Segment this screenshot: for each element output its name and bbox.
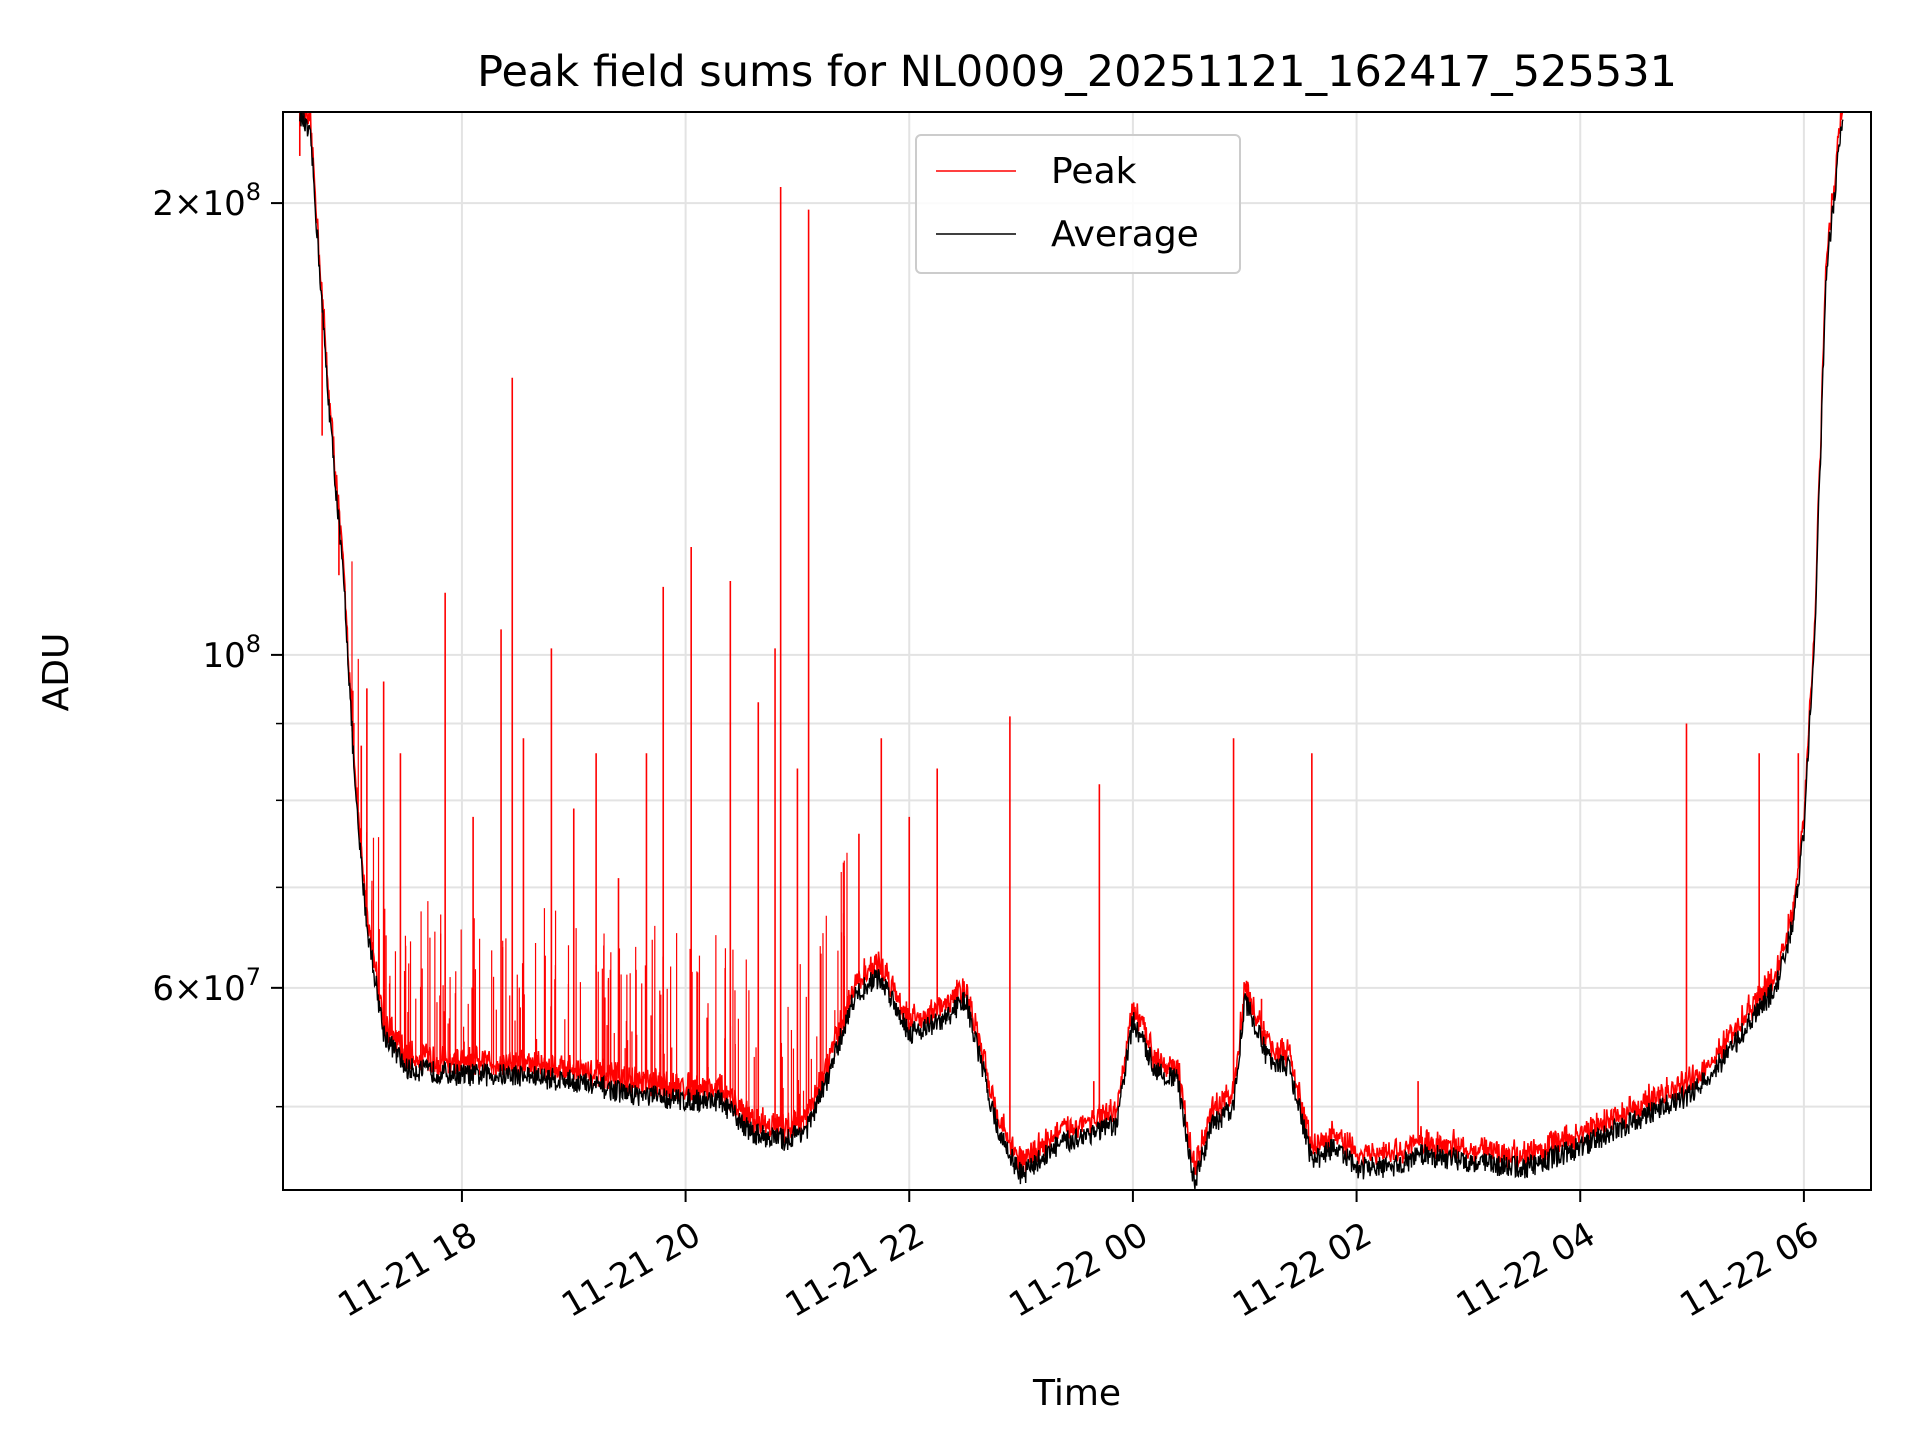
- plot-frame: [282, 111, 1872, 1191]
- y-tick-label-base: 2: [152, 184, 174, 224]
- y-tick-label-mult: ×: [174, 184, 203, 224]
- y-tick-label-exp-base: 10: [202, 969, 245, 1009]
- chart-title: Peak field sums for NL0009_20251121_1624…: [477, 47, 1677, 97]
- y-tick-label-exponent: 8: [246, 630, 261, 658]
- y-axis-label: ADU: [36, 633, 77, 712]
- y-tick-label-exponent: 7: [246, 963, 261, 991]
- legend: Peak Average: [915, 134, 1241, 274]
- y-tick-label-exp-base: 10: [202, 184, 245, 224]
- y-tick-label: 2×108: [152, 178, 261, 224]
- legend-box: [915, 134, 1241, 274]
- y-tick-label: 6×107: [152, 963, 261, 1009]
- y-tick-label-exp-base: 10: [202, 636, 245, 676]
- legend-label-average: Average: [1051, 214, 1199, 255]
- y-tick-label: 108: [202, 630, 261, 676]
- series-line-average: [299, 111, 1844, 1190]
- y-tick-label-exponent: 8: [246, 178, 261, 206]
- series-layer: [298, 111, 1844, 1190]
- legend-label-peak: Peak: [1051, 151, 1137, 192]
- x-axis-label: Time: [1032, 1373, 1121, 1414]
- y-tick-label-base: 6: [152, 969, 174, 1009]
- series-line-peak: [299, 111, 1844, 1176]
- y-tick-label-mult: ×: [174, 969, 203, 1009]
